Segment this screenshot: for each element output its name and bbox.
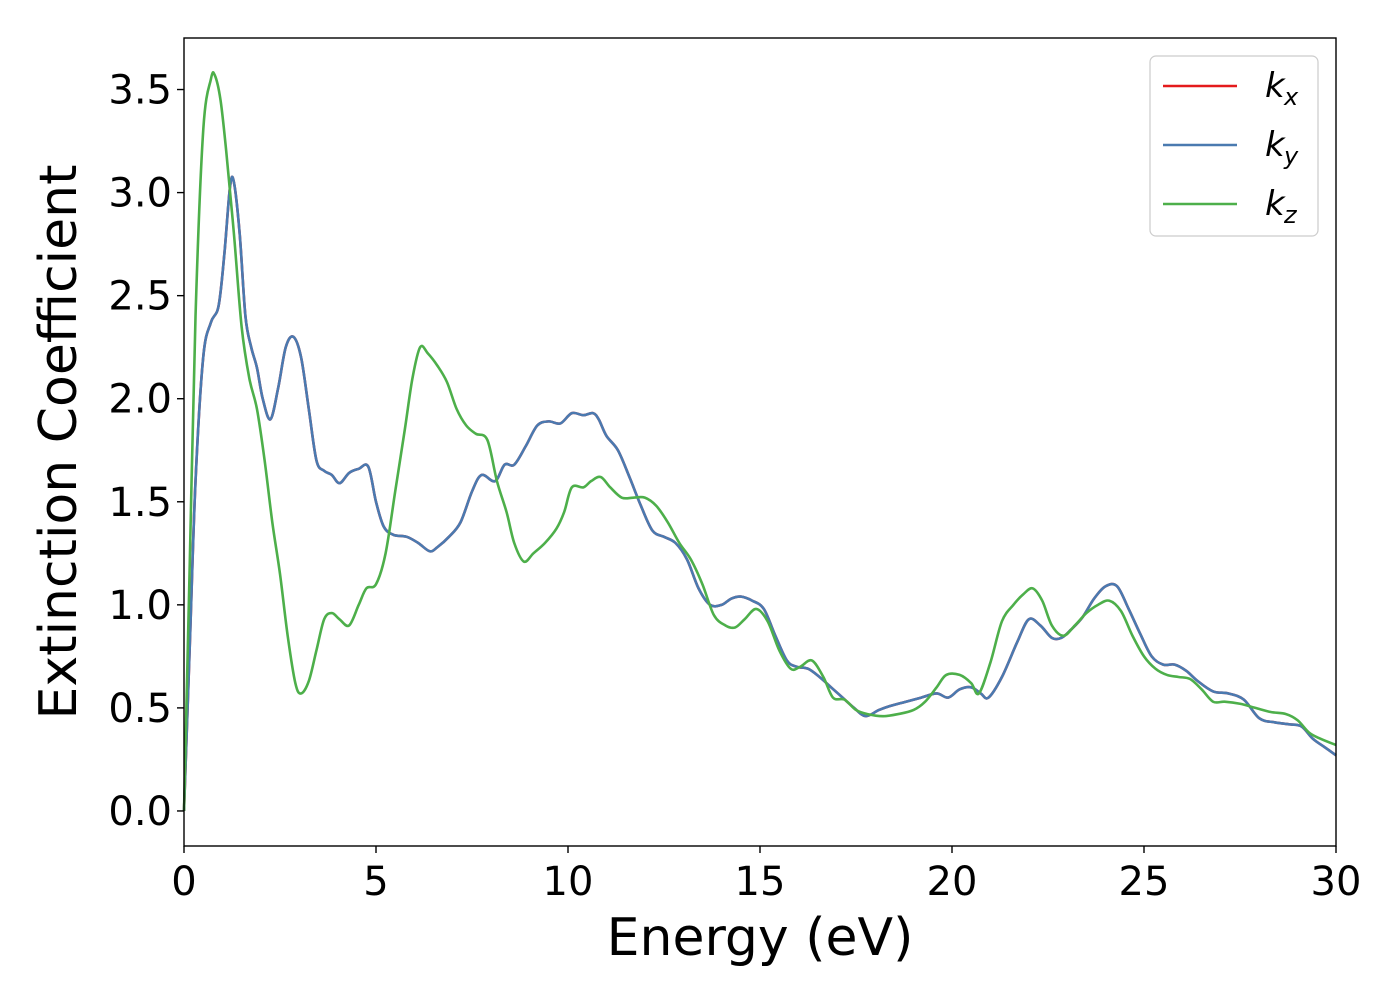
y-tick-label: 2.5 [108,274,172,320]
legend-label-kz: k [1265,184,1286,224]
y-tick-label: 2.0 [108,377,172,423]
legend: k xk yk z [1149,55,1319,237]
legend-label-ky: k [1265,125,1286,165]
x-tick-label: 15 [735,859,786,905]
y-tick-label: 1.5 [108,480,172,526]
legend-subscript-y: y [1283,142,1299,170]
x-tick-label: 10 [543,859,594,905]
series-line-ky [182,175,1337,812]
plot-area [184,38,1336,846]
series-line-kz [182,71,1337,811]
y-tick-label: 3.5 [108,68,172,114]
series-layer [182,71,1337,812]
y-tick-label: 1.0 [108,583,172,629]
y-axis: 0.0 0.5 1.0 1.5 2.0 2.5 3.0 3.5 [108,68,184,835]
y-tick-label: 3.0 [108,171,172,217]
x-axis-title: Energy (eV) [607,908,914,968]
x-tick-label: 0 [171,859,196,905]
y-tick-label: 0.0 [108,789,172,835]
x-tick-label: 30 [1311,859,1362,905]
legend-subscript-x: x [1283,83,1299,111]
x-axis: 0 5 10 15 20 25 30 [171,846,1361,905]
x-tick-label: 5 [363,859,388,905]
legend-subscript-z: z [1283,201,1298,229]
y-axis-title: Extinction Coefficient [29,165,89,720]
y-tick-label: 0.5 [108,686,172,732]
x-tick-label: 20 [927,859,978,905]
x-tick-label: 25 [1119,859,1170,905]
legend-label-kx: k [1265,66,1286,106]
